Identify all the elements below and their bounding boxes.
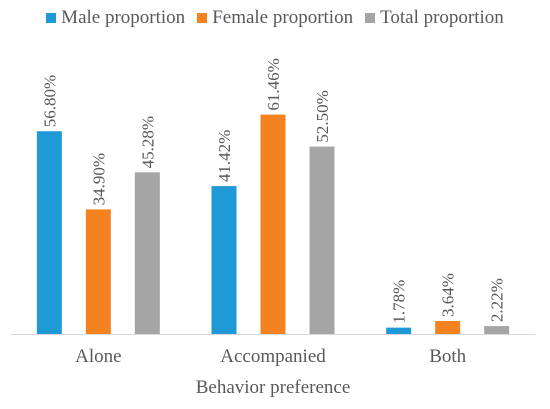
legend: Male proportion Female proportion Total … <box>0 5 550 31</box>
legend-swatch-male <box>46 13 57 23</box>
legend-swatch-female <box>197 13 208 23</box>
bar-male-both <box>386 327 412 334</box>
category-label-alone: Alone <box>75 346 121 367</box>
bar-male-accompanied <box>211 186 237 334</box>
data-label-total-both: 2.22% <box>488 278 507 322</box>
legend-label-female: Female proportion <box>212 7 354 28</box>
value-labels-group: 56.80% 34.90% 45.28% 41.42% 61.46% 52.50% 1.78… <box>40 58 506 323</box>
data-label-female-accompanied: 61.46% <box>264 58 283 110</box>
bar-male-alone <box>36 131 62 334</box>
category-label-accompanied: Accompanied <box>220 346 326 367</box>
data-label-female-alone: 34.90% <box>89 153 108 205</box>
legend-item-total: Total proportion <box>365 7 504 29</box>
legend-label-male: Male proportion <box>61 7 186 28</box>
bars-group <box>36 114 510 334</box>
category-labels-group: Alone Accompanied Both <box>75 346 467 367</box>
data-label-male-accompanied: 41.42% <box>215 130 234 182</box>
legend-item-male: Male proportion <box>46 7 185 29</box>
data-label-male-alone: 56.80% <box>40 75 59 127</box>
data-label-male-both: 1.78% <box>390 280 409 324</box>
x-axis-title: Behavior preference <box>196 377 351 398</box>
data-label-female-both: 3.64% <box>439 273 458 317</box>
legend-label-total: Total proportion <box>380 7 504 28</box>
bar-female-both <box>435 321 461 334</box>
bar-total-alone <box>134 172 160 334</box>
category-label-both: Both <box>429 346 466 367</box>
legend-swatch-total <box>365 13 376 23</box>
data-label-total-accompanied: 52.50% <box>313 90 332 142</box>
bar-female-alone <box>85 209 111 334</box>
bar-female-accompanied <box>260 114 286 334</box>
data-label-total-alone: 45.28% <box>138 116 157 168</box>
bar-total-both <box>484 326 510 334</box>
bar-total-accompanied <box>309 146 335 334</box>
legend-item-female: Female proportion <box>197 7 353 29</box>
